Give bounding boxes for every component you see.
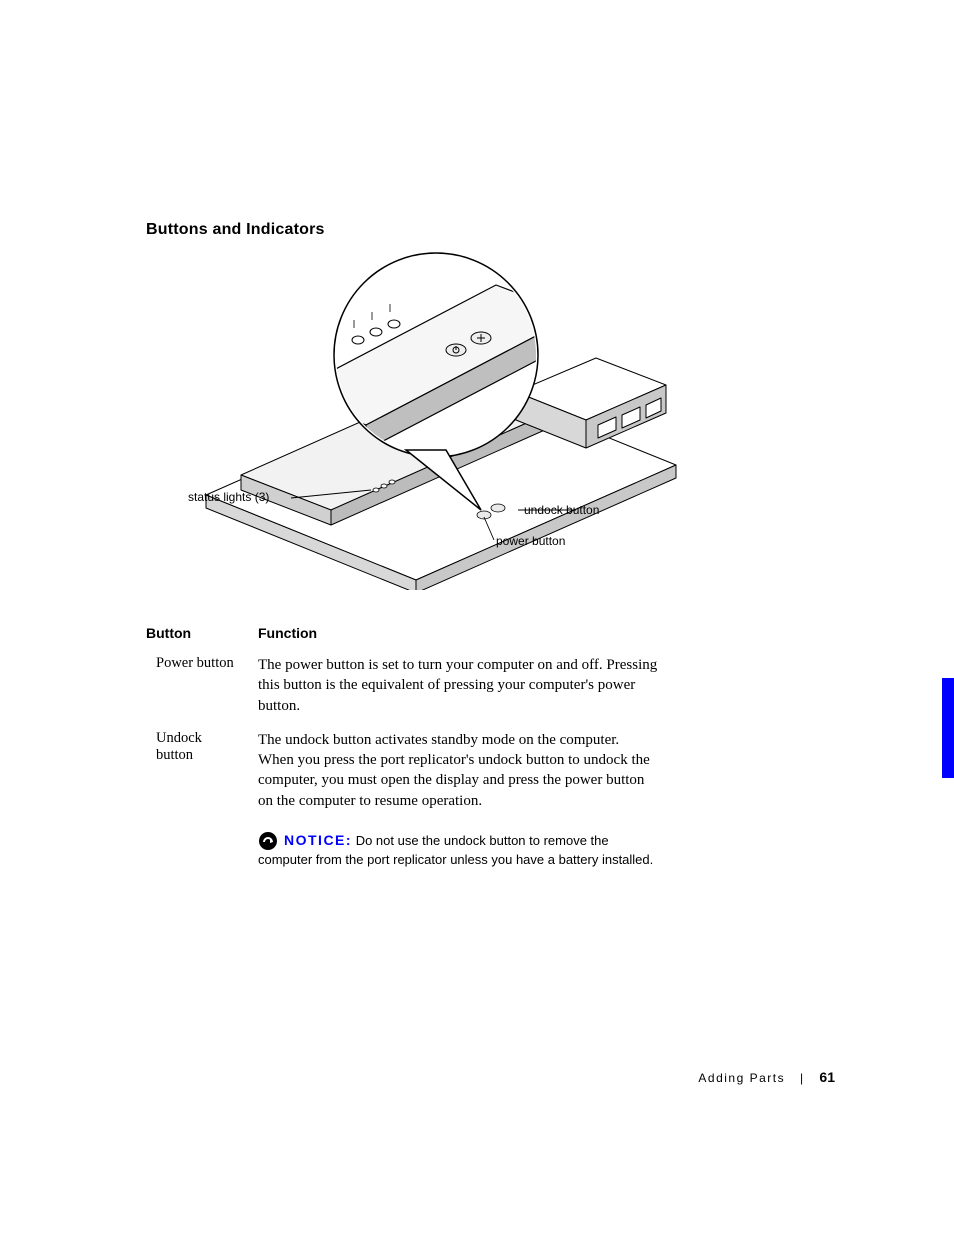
row-label-power: Power button <box>156 655 248 672</box>
table-header-button: Button <box>146 625 258 641</box>
row-label-undock-2: button <box>156 747 248 764</box>
page-footer: Adding Parts | 61 <box>0 1069 835 1085</box>
button-function-table: Button Function Power button The power b… <box>146 625 676 870</box>
callout-undock-button: undock button <box>524 503 599 517</box>
port-replicator-diagram: status lights (3) undock button power bu… <box>146 250 786 590</box>
row-label-undock-1: Undock <box>156 730 248 747</box>
table-header-function: Function <box>258 625 658 641</box>
footer-page-number: 61 <box>819 1069 835 1085</box>
notice-icon <box>258 831 278 851</box>
row-text-power: The power button is set to turn your com… <box>258 655 658 716</box>
footer-section: Adding Parts <box>698 1071 785 1085</box>
notice-block: NOTICE: Do not use the undock button to … <box>258 831 658 870</box>
section-tab <box>942 678 954 778</box>
callout-power-button: power button <box>496 534 565 548</box>
callout-status-lights: status lights (3) <box>188 490 269 504</box>
notice-label: NOTICE: <box>284 832 352 848</box>
row-text-undock: The undock button activates standby mode… <box>258 730 658 811</box>
section-heading: Buttons and Indicators <box>146 221 325 239</box>
